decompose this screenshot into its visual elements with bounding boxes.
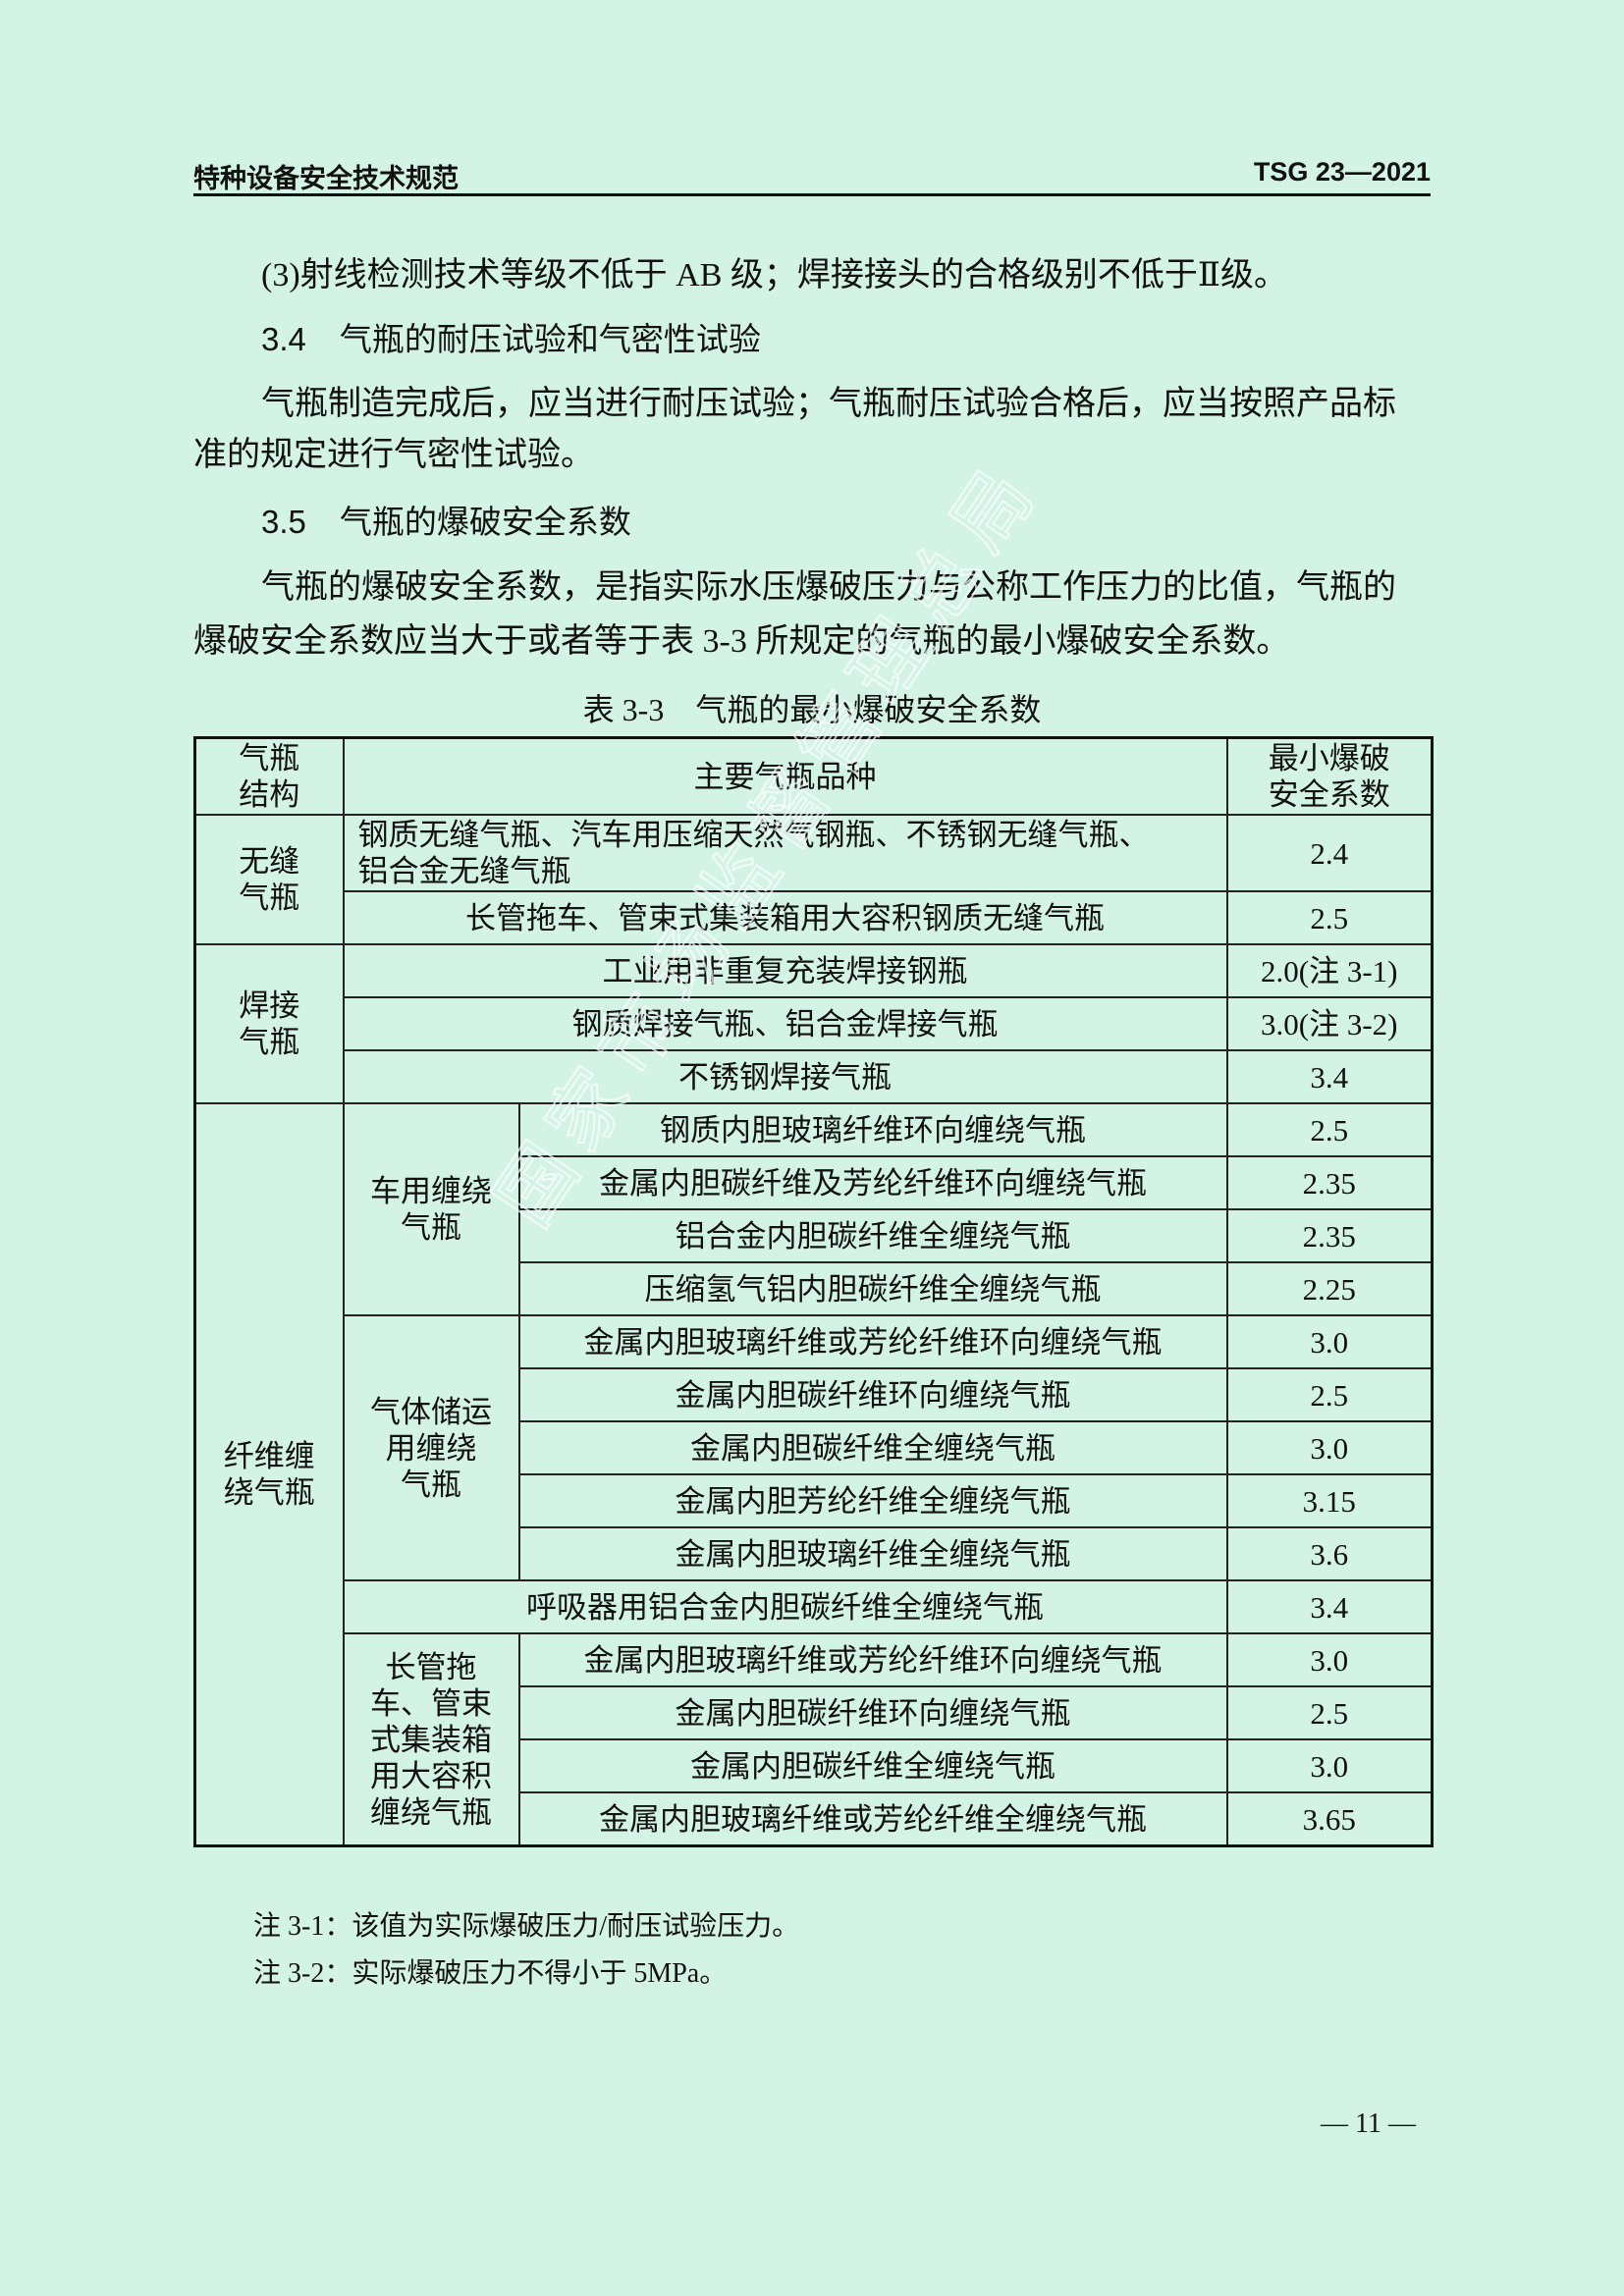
subgroup-label: 气体储运 用缠绕 气瓶 bbox=[342, 1314, 520, 1581]
cylinder-variety: 不锈钢焊接气瓶 bbox=[342, 1049, 1228, 1104]
group-label: 焊接 气瓶 bbox=[193, 943, 345, 1104]
table-caption: 表 3-3 气瓶的最小爆破安全系数 bbox=[582, 692, 1042, 727]
cylinder-variety: 金属内胆芳纶纤维全缠绕气瓶 bbox=[517, 1473, 1228, 1528]
header-factor: 最小爆破 安全系数 bbox=[1225, 736, 1434, 816]
cylinder-variety: 金属内胆玻璃纤维全缠绕气瓶 bbox=[517, 1526, 1228, 1581]
table-row: 金属内胆玻璃纤维全缠绕气瓶 3.6 bbox=[195, 1526, 1434, 1581]
table-row: 金属内胆碳纤维环向缠绕气瓶 2.5 bbox=[195, 1367, 1434, 1422]
subgroup-label: 车用缠绕 气瓶 bbox=[342, 1102, 520, 1316]
cylinder-variety: 铝合金内胆碳纤维全缠绕气瓶 bbox=[517, 1208, 1228, 1263]
header-title: 特种设备安全技术规范 bbox=[193, 164, 459, 193]
group-label: 纤维缠 绕气瓶 bbox=[193, 1102, 345, 1847]
cylinder-variety: 金属内胆碳纤维全缠绕气瓶 bbox=[517, 1738, 1228, 1793]
cylinder-variety: 钢质无缝气瓶、汽车用压缩天然气钢瓶、不锈钢无缝气瓶、 铝合金无缝气瓶 bbox=[342, 814, 1228, 892]
safety-factor: 3.4 bbox=[1225, 1049, 1434, 1104]
section-number: 3.5 bbox=[261, 504, 306, 540]
header-variety: 主要气瓶品种 bbox=[342, 736, 1228, 816]
header-rule bbox=[193, 193, 1431, 196]
section-title: 气瓶的耐压试验和气密性试验 bbox=[339, 323, 761, 358]
cylinder-variety: 金属内胆玻璃纤维或芳纶纤维全缠绕气瓶 bbox=[517, 1791, 1228, 1847]
section-heading-3-5: 3.5 气瓶的爆破安全系数 bbox=[261, 496, 631, 543]
table-row: 金属内胆碳纤维全缠绕气瓶 3.0 bbox=[195, 1738, 1434, 1793]
table-row: 纤维缠 绕气瓶 车用缠绕 气瓶 钢质内胆玻璃纤维环向缠绕气瓶 2.5 bbox=[193, 1102, 1434, 1847]
table-row: 长管拖车、管束式集装箱用大容积钢质无缝气瓶 2.5 bbox=[195, 890, 1434, 945]
cylinder-variety: 呼吸器用铝合金内胆碳纤维全缠绕气瓶 bbox=[342, 1579, 1228, 1634]
table-note-3-2: 注 3-2：实际爆破压力不得小于 5MPa。 bbox=[253, 1958, 728, 1989]
cylinder-variety: 金属内胆碳纤维及芳纶纤维环向缠绕气瓶 bbox=[517, 1155, 1228, 1210]
safety-factor: 2.5 bbox=[1225, 1685, 1434, 1740]
table-row: 钢质焊接气瓶、铝合金焊接气瓶 3.0(注 3-2) bbox=[195, 996, 1434, 1051]
burst-safety-factor-table: 气瓶 结构 主要气瓶品种 最小爆破 安全系数 无缝 气瓶 钢质无缝气瓶、汽车用压缩天然气… bbox=[193, 736, 1434, 1847]
safety-factor: 2.35 bbox=[1225, 1155, 1434, 1210]
table-row: 铝合金内胆碳纤维全缠绕气瓶 2.35 bbox=[195, 1208, 1434, 1263]
safety-factor: 3.0(注 3-2) bbox=[1225, 996, 1434, 1051]
safety-factor: 3.65 bbox=[1225, 1791, 1434, 1847]
paragraph-line: 气瓶制造完成后，应当进行耐压试验；气瓶耐压试验合格后，应当按照产品标 bbox=[261, 386, 1396, 422]
cylinder-variety: 压缩氢气铝内胆碳纤维全缠绕气瓶 bbox=[517, 1261, 1228, 1316]
cylinder-variety: 长管拖车、管束式集装箱用大容积钢质无缝气瓶 bbox=[342, 890, 1228, 945]
table-row: 气瓶 结构 主要气瓶品种 最小爆破 安全系数 bbox=[193, 736, 1434, 816]
table-row: 金属内胆碳纤维环向缠绕气瓶 2.5 bbox=[195, 1685, 1434, 1740]
paragraph-line: 准的规定进行气密性试验。 bbox=[193, 437, 594, 473]
table-row: 金属内胆碳纤维全缠绕气瓶 3.0 bbox=[195, 1420, 1434, 1475]
safety-factor: 3.0 bbox=[1225, 1314, 1434, 1369]
table-row: 气体储运 用缠绕 气瓶 金属内胆玻璃纤维或芳纶纤维环向缠绕气瓶 3.0 bbox=[195, 1314, 1434, 1581]
paragraph-line: 爆破安全系数应当大于或者等于表 3-3 所规定的气瓶的最小爆破安全系数。 bbox=[193, 623, 1290, 660]
table-row: 长管拖 车、管束 式集装箱 用大容积 缠绕气瓶 金属内胆玻璃纤维或芳纶纤维环向缠绕… bbox=[195, 1632, 1434, 1847]
group-label: 无缝 气瓶 bbox=[193, 814, 345, 945]
safety-factor: 2.4 bbox=[1225, 814, 1434, 892]
cylinder-variety: 金属内胆碳纤维全缠绕气瓶 bbox=[517, 1420, 1228, 1475]
table-row: 金属内胆玻璃纤维或芳纶纤维全缠绕气瓶 3.65 bbox=[195, 1791, 1434, 1847]
cylinder-variety: 金属内胆玻璃纤维或芳纶纤维环向缠绕气瓶 bbox=[517, 1632, 1228, 1687]
table-row: 金属内胆碳纤维及芳纶纤维环向缠绕气瓶 2.35 bbox=[195, 1155, 1434, 1210]
paragraph-item-3: (3)射线检测技术等级不低于 AB 级；焊接接头的合格级别不低于Ⅱ级。 bbox=[261, 257, 1287, 294]
section-number: 3.4 bbox=[261, 321, 306, 357]
safety-factor: 3.4 bbox=[1225, 1579, 1434, 1634]
cylinder-variety: 金属内胆碳纤维环向缠绕气瓶 bbox=[517, 1367, 1228, 1422]
paragraph-line: 气瓶的爆破安全系数，是指实际水压爆破压力与公称工作压力的比值，气瓶的 bbox=[261, 569, 1396, 606]
safety-factor: 2.0(注 3-1) bbox=[1225, 943, 1434, 998]
safety-factor: 3.6 bbox=[1225, 1526, 1434, 1581]
cylinder-variety: 金属内胆碳纤维环向缠绕气瓶 bbox=[517, 1685, 1228, 1740]
cylinder-variety: 钢质焊接气瓶、铝合金焊接气瓶 bbox=[342, 996, 1228, 1051]
header-standard-code: TSG 23—2021 bbox=[1253, 157, 1431, 187]
table-row: 不锈钢焊接气瓶 3.4 bbox=[195, 1049, 1434, 1104]
table-row: 金属内胆芳纶纤维全缠绕气瓶 3.15 bbox=[195, 1473, 1434, 1528]
safety-factor: 2.5 bbox=[1225, 1367, 1434, 1422]
table-row: 焊接 气瓶 工业用非重复充装焊接钢瓶 2.0(注 3-1) bbox=[193, 943, 1434, 1104]
safety-factor: 2.5 bbox=[1225, 1102, 1434, 1157]
header-structure: 气瓶 结构 bbox=[193, 736, 345, 816]
safety-factor: 3.0 bbox=[1225, 1632, 1434, 1687]
cylinder-variety: 钢质内胆玻璃纤维环向缠绕气瓶 bbox=[517, 1102, 1228, 1157]
safety-factor: 2.35 bbox=[1225, 1208, 1434, 1263]
section-title: 气瓶的爆破安全系数 bbox=[339, 506, 631, 541]
table-row: 呼吸器用铝合金内胆碳纤维全缠绕气瓶 3.4 bbox=[195, 1579, 1434, 1634]
cylinder-variety: 工业用非重复充装焊接钢瓶 bbox=[342, 943, 1228, 998]
subgroup-label: 长管拖 车、管束 式集装箱 用大容积 缠绕气瓶 bbox=[342, 1632, 520, 1847]
section-heading-3-4: 3.4 气瓶的耐压试验和气密性试验 bbox=[261, 313, 761, 360]
safety-factor: 3.0 bbox=[1225, 1420, 1434, 1475]
table-row: 无缝 气瓶 钢质无缝气瓶、汽车用压缩天然气钢瓶、不锈钢无缝气瓶、 铝合金无缝气瓶 2… bbox=[193, 814, 1434, 945]
table-row: 压缩氢气铝内胆碳纤维全缠绕气瓶 2.25 bbox=[195, 1261, 1434, 1316]
page-number: — 11 — bbox=[1321, 2109, 1416, 2139]
table-note-3-1: 注 3-1：该值为实际爆破压力/耐压试验压力。 bbox=[253, 1911, 800, 1942]
safety-factor: 2.25 bbox=[1225, 1261, 1434, 1316]
safety-factor: 3.0 bbox=[1225, 1738, 1434, 1793]
cylinder-variety: 金属内胆玻璃纤维或芳纶纤维环向缠绕气瓶 bbox=[517, 1314, 1228, 1369]
safety-factor: 3.15 bbox=[1225, 1473, 1434, 1528]
safety-factor: 2.5 bbox=[1225, 890, 1434, 945]
